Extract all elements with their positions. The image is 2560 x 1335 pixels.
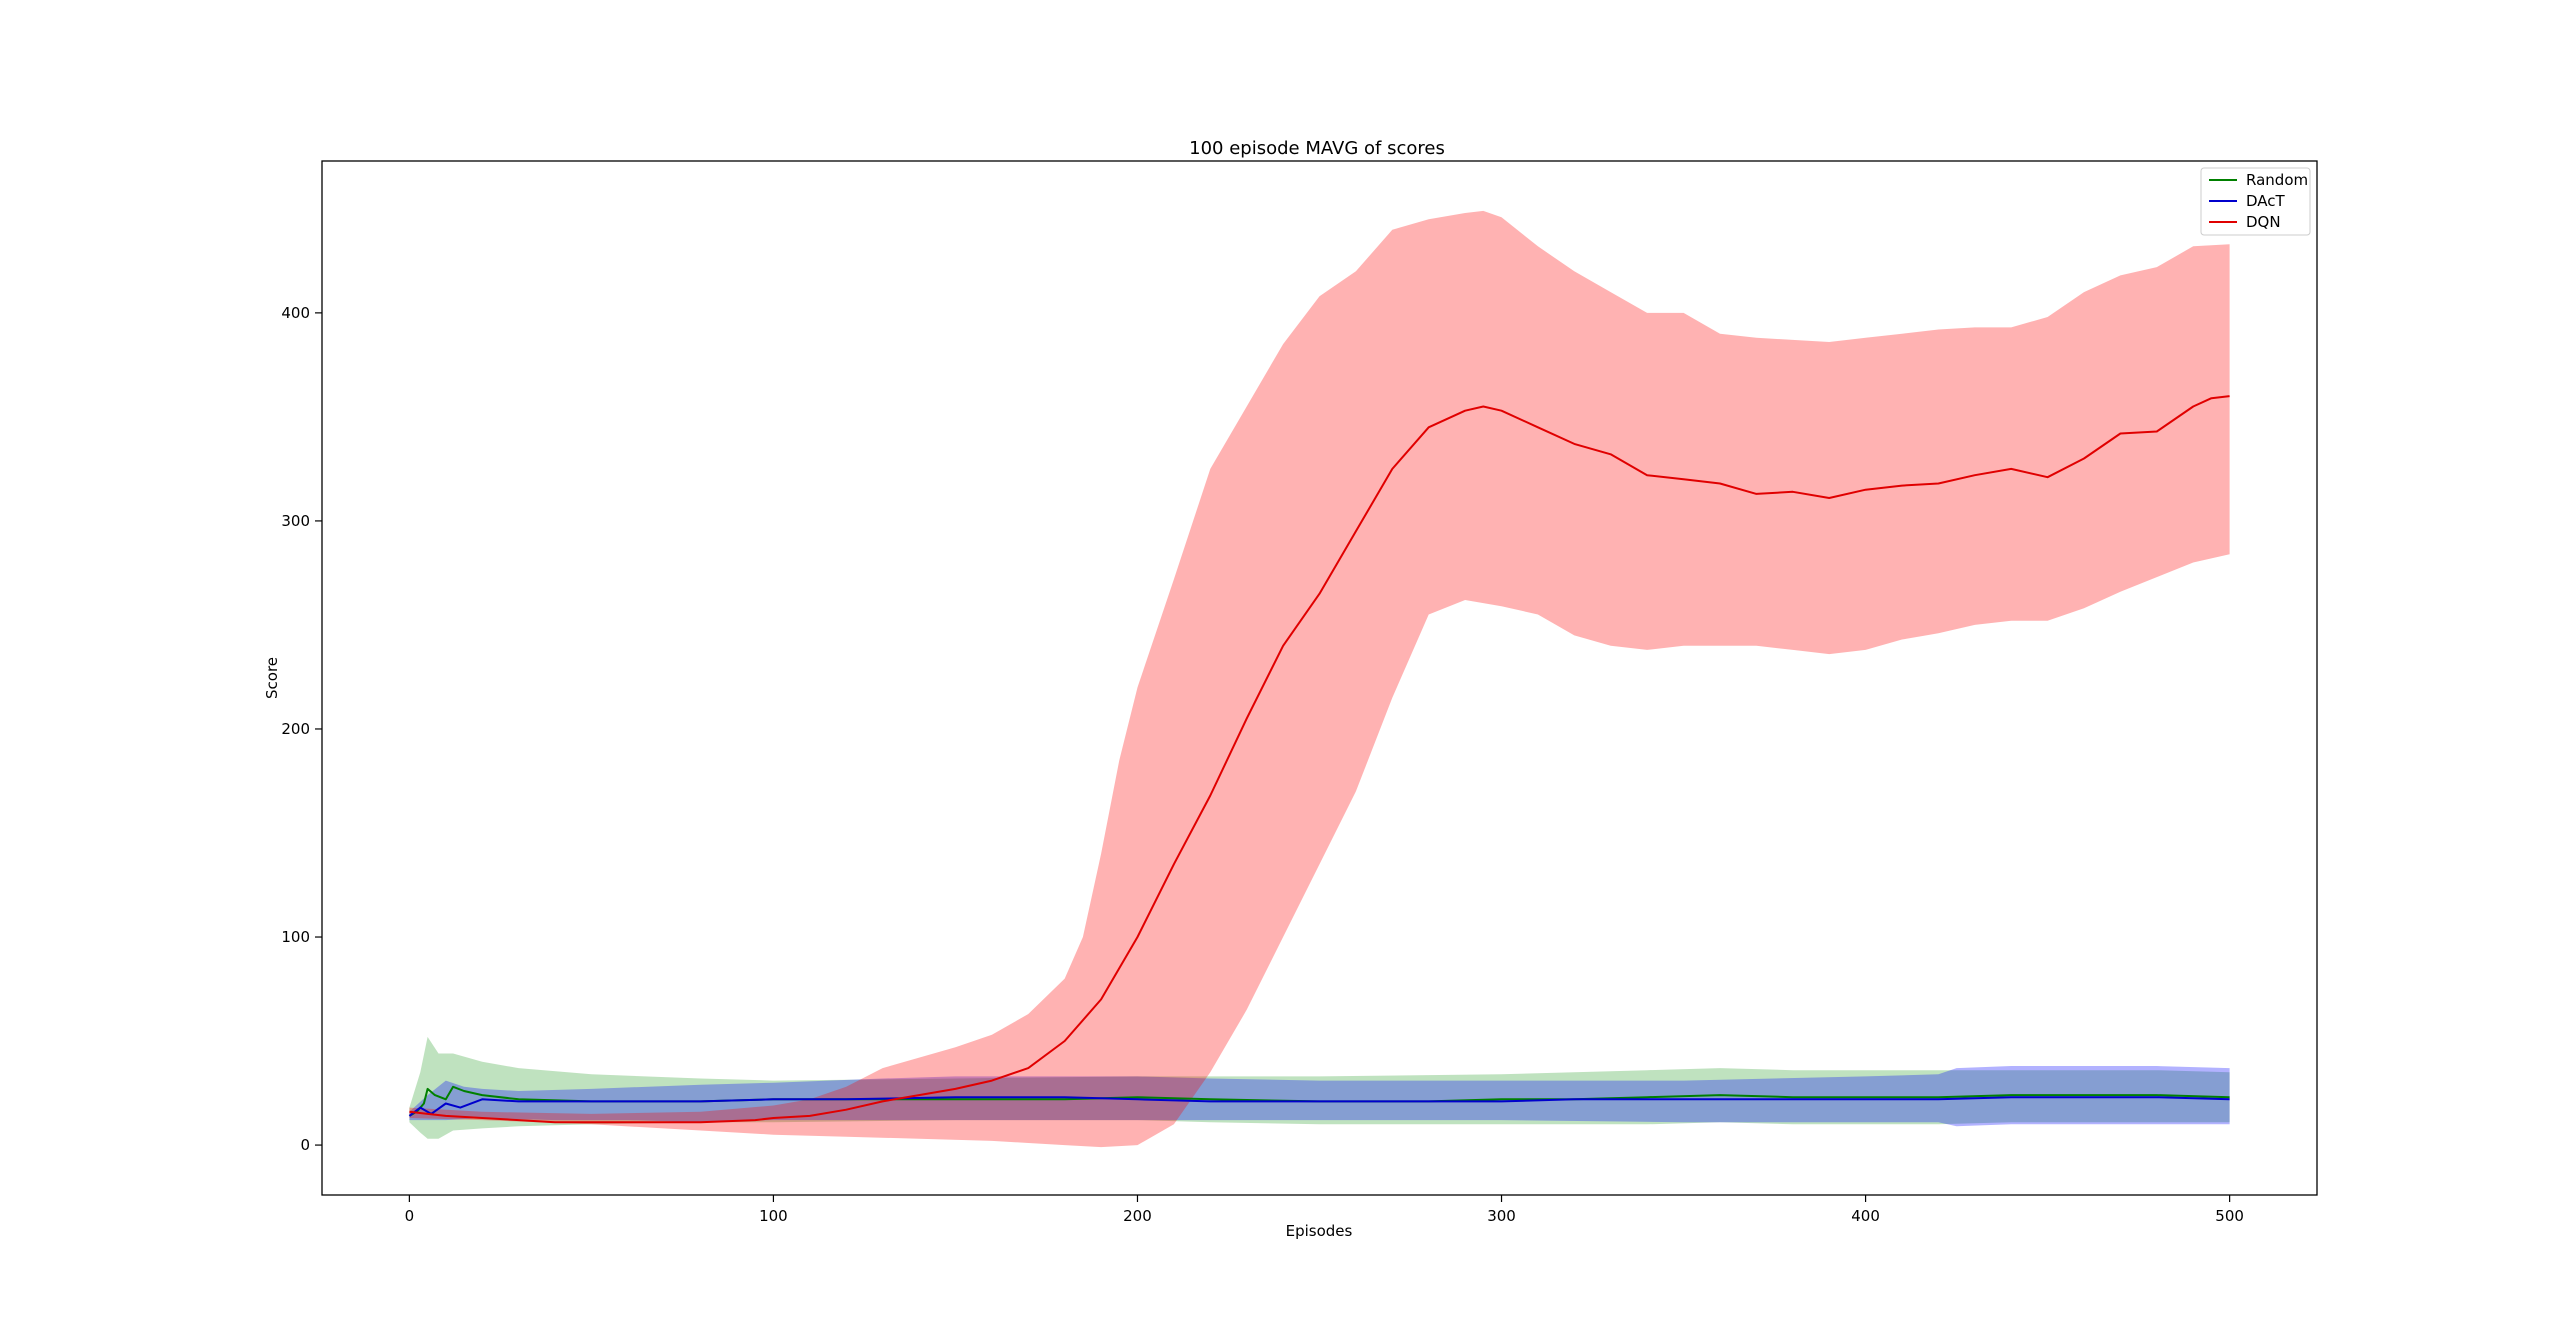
plot-frame: [321, 160, 2318, 1196]
series-line-dqn: [409, 395, 2230, 1124]
x-tick-label: 500: [2215, 1207, 2244, 1225]
y-tick-label: 0: [300, 1136, 310, 1154]
y-tick-label: 200: [281, 720, 310, 738]
chart-title: 100 episode MAVG of scores: [1189, 138, 1445, 159]
y-axis-label: Score: [263, 657, 281, 699]
x-tick-label: 300: [1487, 1207, 1516, 1225]
band-random: [409, 1036, 2230, 1139]
legend-box: [2200, 167, 2311, 236]
x-axis-ticks: 0 100 200 300 400 500: [405, 1195, 2244, 1225]
y-tick-label: 100: [281, 928, 310, 946]
legend-items: Random DAcT DQN: [2209, 171, 2308, 231]
mean-lines: [408, 395, 2230, 1124]
y-tick-label: 400: [281, 304, 310, 322]
series-line-dact: [408, 1096, 2230, 1117]
legend-label-dqn: DQN: [2246, 213, 2281, 231]
y-tick-label: 300: [281, 512, 310, 530]
x-tick-label: 400: [1851, 1207, 1880, 1225]
plot-background: [322, 161, 2317, 1195]
x-axis-label: Episodes: [1286, 1222, 1353, 1240]
confidence-bands: [409, 210, 2230, 1148]
band-dact: [409, 1066, 2230, 1127]
x-tick-label: 100: [759, 1207, 788, 1225]
legend: Random DAcT DQN: [2200, 167, 2311, 236]
x-tick-label: 0: [405, 1207, 415, 1225]
plot-area: [321, 160, 2318, 1196]
x-tick-label: 200: [1123, 1207, 1152, 1225]
y-axis-ticks: 0 100 200 300 400: [281, 304, 322, 1154]
legend-label-random: Random: [2246, 171, 2308, 189]
series-line-random: [408, 1085, 2230, 1117]
band-dqn: [409, 210, 2230, 1148]
legend-label-dact: DAcT: [2246, 192, 2286, 210]
